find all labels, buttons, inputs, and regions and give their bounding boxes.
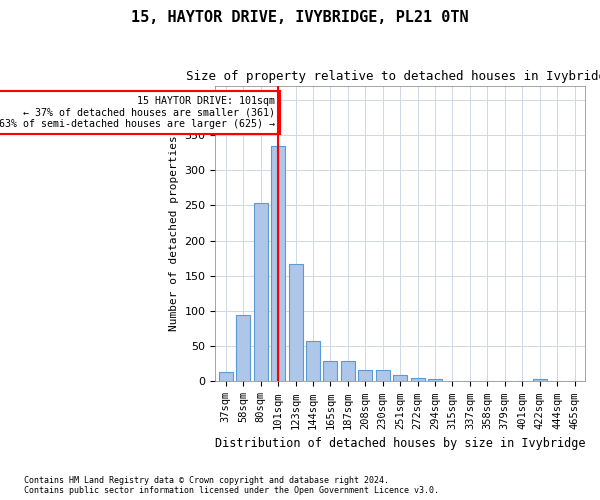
Bar (376, 370, 390, 382)
Bar (289, 264, 302, 382)
Bar (341, 361, 355, 382)
Bar (533, 380, 547, 382)
Bar (254, 202, 268, 382)
Title: Size of property relative to detached houses in Ivybridge: Size of property relative to detached ho… (187, 70, 600, 83)
Bar (323, 361, 337, 382)
Bar (306, 342, 320, 382)
Bar (358, 370, 372, 382)
Bar (271, 146, 285, 382)
Bar (236, 314, 250, 382)
Text: Contains HM Land Registry data © Crown copyright and database right 2024.
Contai: Contains HM Land Registry data © Crown c… (24, 476, 439, 495)
Bar (393, 375, 407, 382)
Bar (463, 380, 477, 382)
Bar (428, 378, 442, 382)
Text: 15 HAYTOR DRIVE: 101sqm
← 37% of detached houses are smaller (361)
63% of semi-d: 15 HAYTOR DRIVE: 101sqm ← 37% of detache… (0, 96, 275, 129)
X-axis label: Distribution of detached houses by size in Ivybridge: Distribution of detached houses by size … (215, 437, 586, 450)
Bar (219, 372, 233, 382)
Text: 15, HAYTOR DRIVE, IVYBRIDGE, PL21 0TN: 15, HAYTOR DRIVE, IVYBRIDGE, PL21 0TN (131, 10, 469, 25)
Y-axis label: Number of detached properties: Number of detached properties (169, 136, 179, 332)
Bar (481, 380, 494, 382)
Bar (410, 378, 425, 382)
Bar (446, 380, 460, 382)
